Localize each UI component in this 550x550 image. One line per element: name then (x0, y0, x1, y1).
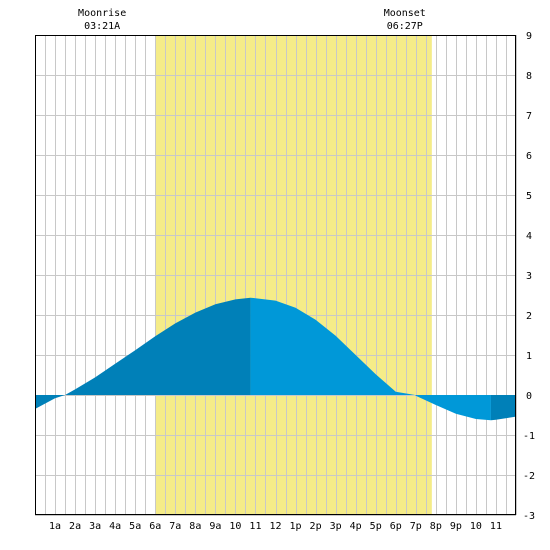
x-tick-label: 7p (410, 521, 422, 532)
x-tick-label: 3p (330, 521, 342, 532)
moonset-label: Moonset (384, 8, 426, 19)
y-tick-label: 3 (526, 271, 532, 282)
x-tick-label: 10 (470, 521, 482, 532)
x-tick-label: 12 (269, 521, 281, 532)
x-tick-label: 5a (129, 521, 141, 532)
x-tick-label: 10 (229, 521, 241, 532)
y-tick-label: 1 (526, 351, 532, 362)
x-tick-label: 4p (350, 521, 362, 532)
x-axis-tick-labels: 1a 2a 3a 4a 5a 6a 7a 8a 9a 10 11 12 1p 2p 3p 4p 5p 6p 7p 8p… (49, 521, 502, 532)
x-tick-label: 1a (49, 521, 61, 532)
x-tick-label: 9p (450, 521, 462, 532)
plot-frame (35, 35, 516, 515)
x-tick-label: 8a (189, 521, 201, 532)
y-tick-label: 2 (526, 311, 532, 322)
moonset-time: 06:27P (387, 21, 423, 32)
tide-area-falling (250, 297, 491, 421)
x-tick-label: 11 (490, 521, 502, 532)
tide-area-rising-late (490, 395, 516, 421)
y-tick-label: 4 (526, 231, 532, 242)
moonrise-label: Moonrise (78, 8, 126, 19)
y-tick-label: 0 (526, 391, 532, 402)
x-tick-label: 6p (390, 521, 402, 532)
grid-layer (35, 35, 517, 516)
tide-area-layer (35, 297, 516, 421)
plot-frame-layer (35, 35, 516, 515)
y-tick-label: -2 (523, 471, 535, 482)
y-tick-label: 5 (526, 191, 532, 202)
x-tick-label: 6a (149, 521, 161, 532)
x-tick-label: 7a (169, 521, 181, 532)
x-tick-label: 8p (430, 521, 442, 532)
x-tick-label: 4a (109, 521, 121, 532)
x-tick-label: 2p (310, 521, 322, 532)
x-tick-label: 1p (290, 521, 302, 532)
y-tick-label: -1 (523, 431, 535, 442)
y-tick-label: 6 (526, 151, 532, 162)
y-tick-label: -3 (523, 511, 535, 522)
y-tick-label: 7 (526, 111, 532, 122)
tide-area-rising (35, 297, 251, 409)
y-tick-label: 9 (526, 31, 532, 42)
x-tick-label: 11 (249, 521, 261, 532)
moonrise-time: 03:21A (84, 21, 120, 32)
y-tick-label: 8 (526, 71, 532, 82)
y-axis-tick-labels: -3 -2 -1 0 1 2 3 4 5 6 7 8 9 (523, 31, 535, 522)
x-tick-label: 2a (69, 521, 81, 532)
x-tick-label: 9a (209, 521, 221, 532)
x-tick-label: 3a (89, 521, 101, 532)
x-tick-label: 5p (370, 521, 382, 532)
